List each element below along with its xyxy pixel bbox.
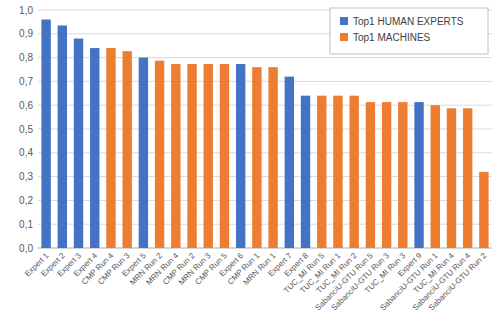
chart: 0,00,10,20,30,40,50,60,70,80,91,0Expert …: [0, 0, 497, 326]
grid-line: [38, 200, 492, 201]
y-tick-label: 0,4: [19, 147, 33, 158]
bar: [204, 64, 213, 248]
grid-line: [38, 152, 492, 153]
y-tick-label: 0,8: [19, 52, 33, 63]
y-tick-label: 0,6: [19, 100, 33, 111]
bar: [317, 96, 326, 248]
bar: [479, 172, 488, 248]
grid-line: [38, 105, 492, 106]
y-tick-label: 0,1: [19, 219, 33, 230]
bar: [90, 48, 99, 248]
y-tick-label: 0,9: [19, 28, 33, 39]
y-tick-label: 0,5: [19, 124, 33, 135]
y-tick-label: 1,0: [19, 5, 33, 16]
y-tick-label: 0,7: [19, 76, 33, 87]
legend-swatch: [340, 17, 348, 25]
bar: [285, 77, 294, 248]
bar: [382, 102, 391, 248]
bar: [58, 25, 67, 248]
grid-line: [38, 57, 492, 58]
y-tick-label: 0,0: [19, 243, 33, 254]
bar: [187, 64, 196, 248]
bar: [268, 67, 277, 248]
bar: [333, 96, 342, 248]
grid-line: [38, 81, 492, 82]
bar: [366, 102, 375, 248]
legend-label: Top1 HUMAN EXPERTS: [353, 16, 464, 27]
y-tick-label: 0,3: [19, 171, 33, 182]
legend-swatch: [340, 33, 348, 41]
bar: [463, 108, 472, 248]
bar: [41, 20, 50, 248]
bar: [252, 67, 261, 248]
x-tick-label: SabanciU-GTU Run 2: [427, 251, 489, 313]
bar: [139, 58, 148, 248]
bar: [236, 64, 245, 248]
y-tick-label: 0,2: [19, 195, 33, 206]
grid-line: [38, 176, 492, 177]
bar: [447, 108, 456, 248]
legend-box: [330, 8, 488, 54]
bar: [74, 39, 83, 248]
bar: [171, 64, 180, 248]
bar: [414, 102, 423, 248]
grid-line: [38, 224, 492, 225]
bar: [349, 96, 358, 248]
bar: [122, 51, 131, 248]
bar: [155, 61, 164, 248]
legend-label: Top1 MACHINES: [353, 32, 431, 43]
bar: [431, 105, 440, 248]
grid-line: [38, 129, 492, 130]
x-axis-line: [38, 248, 492, 249]
bar: [220, 64, 229, 248]
chart-container: 0,00,10,20,30,40,50,60,70,80,91,0Expert …: [0, 0, 497, 326]
grid-line: [38, 248, 492, 249]
bar: [106, 48, 115, 248]
legend: Top1 HUMAN EXPERTS Top1 MACHINES: [330, 8, 488, 54]
bar: [398, 102, 407, 248]
bar: [301, 96, 310, 248]
